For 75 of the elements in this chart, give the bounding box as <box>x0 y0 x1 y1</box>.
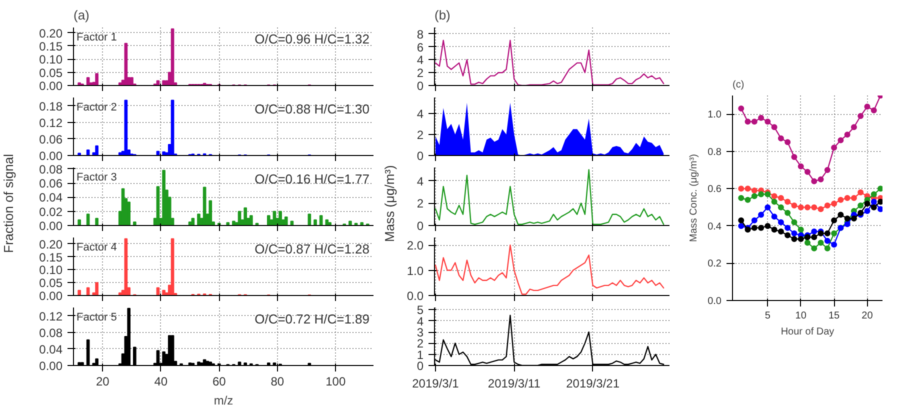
y-tick-label: 4 <box>416 106 424 121</box>
y-tick-label: 0.00 <box>39 149 63 163</box>
y-tick-label: 1.0 <box>708 110 722 121</box>
y-tick-label: 8 <box>416 27 424 42</box>
y-tick-label: 0.0 <box>406 289 424 303</box>
y-tick-label: 0.00 <box>39 359 63 373</box>
x-tick-label: 2019/3/11 <box>488 376 541 390</box>
y-tick-label: 0.00 <box>39 79 63 93</box>
annotation: O/C=0.96 H/C=1.32 <box>254 32 370 46</box>
y-tick-label: 0.04 <box>39 190 63 205</box>
y-tick-label: 0.20 <box>39 237 63 252</box>
y-tick-label: 4 <box>416 314 424 328</box>
x-tick-label: 5 <box>764 310 771 322</box>
annotation: O/C=0.72 H/C=1.89 <box>254 312 370 326</box>
y-tick-label: 0.10 <box>39 263 63 278</box>
y-tick-label: 0.12 <box>39 116 63 130</box>
y-tick-label: 0.0 <box>708 296 722 307</box>
x-axis-title: Hour of Day <box>780 326 834 338</box>
x-tick-label: 2019/3/1 <box>412 376 460 390</box>
y-tick-label: 0.4 <box>708 221 722 232</box>
y-tick-label: 2 <box>416 128 424 142</box>
annotation: Factor 3 <box>76 172 117 184</box>
y-tick-label: 0.06 <box>39 132 63 146</box>
x-tick-label: 100 <box>326 374 346 388</box>
chart-title: (c) <box>732 80 744 90</box>
y-tick-label: 2.0 <box>406 238 424 253</box>
y-tick-label: 4 <box>416 53 424 68</box>
y-tick-label: 0.05 <box>39 276 63 290</box>
y-tick-label: 0.8 <box>708 146 722 158</box>
y-tick-label: 0 <box>416 359 424 373</box>
x-tick-label: 80 <box>270 374 284 388</box>
chart-title: (a) <box>74 8 90 22</box>
x-axis-title: m/z <box>214 394 234 408</box>
annotation: Factor 4 <box>76 242 117 254</box>
x-tick-label: 2019/3/21 <box>566 376 620 390</box>
x-tick-label: 15 <box>828 310 840 322</box>
x-tick-label: 20 <box>96 374 110 388</box>
y-tick-label: 0.00 <box>39 219 63 233</box>
chart-title: (b) <box>434 8 450 22</box>
annotation: Factor 5 <box>76 312 117 324</box>
x-tick-label: 20 <box>862 310 874 322</box>
y-tick-label: 0.08 <box>39 162 63 176</box>
y-tick-label: 0.08 <box>39 326 63 340</box>
annotation: O/C=0.87 H/C=1.28 <box>254 242 370 256</box>
y-tick-label: 0.2 <box>708 258 722 270</box>
y-tick-label: 0.02 <box>39 204 63 219</box>
y-tick-label: 2 <box>416 196 424 211</box>
y-axis-title: Mass Conc. (μg/m³) <box>688 154 700 242</box>
y-tick-label: 0.18 <box>39 99 63 114</box>
y-tick-label: 1.0 <box>406 264 424 278</box>
y-tick-label: 0.06 <box>39 176 63 191</box>
y-axis-title: Mass (μg/m³) <box>381 166 398 242</box>
y-tick-label: 6 <box>416 40 424 54</box>
y-tick-label: 0.04 <box>39 342 63 356</box>
y-tick-label: 0.12 <box>39 309 63 324</box>
y-tick-label: 0.20 <box>39 26 63 40</box>
y-tick-label: 0.6 <box>708 184 722 196</box>
y-tick-label: 4 <box>416 174 424 188</box>
y-tick-label: 0 <box>416 149 424 163</box>
x-tick-label: 10 <box>795 310 807 322</box>
annotation: Factor 2 <box>76 102 117 114</box>
y-tick-label: 0.10 <box>39 52 63 67</box>
y-tick-label: 0.05 <box>39 66 63 80</box>
y-tick-label: 0 <box>416 79 424 93</box>
annotation: O/C=0.16 H/C=1.77 <box>254 172 370 186</box>
y-tick-label: 0.00 <box>39 289 63 303</box>
annotation: O/C=0.88 H/C=1.30 <box>254 102 370 116</box>
x-tick-label: 60 <box>212 374 226 388</box>
y-tick-label: 2 <box>416 66 424 80</box>
annotation: Factor 1 <box>76 32 117 44</box>
y-tick-label: 0.15 <box>39 39 63 54</box>
y-tick-label: 0 <box>416 219 424 233</box>
y-axis-title: Fraction of signal <box>0 154 17 254</box>
y-tick-label: 0.15 <box>39 250 63 264</box>
x-tick-label: 40 <box>154 374 168 388</box>
